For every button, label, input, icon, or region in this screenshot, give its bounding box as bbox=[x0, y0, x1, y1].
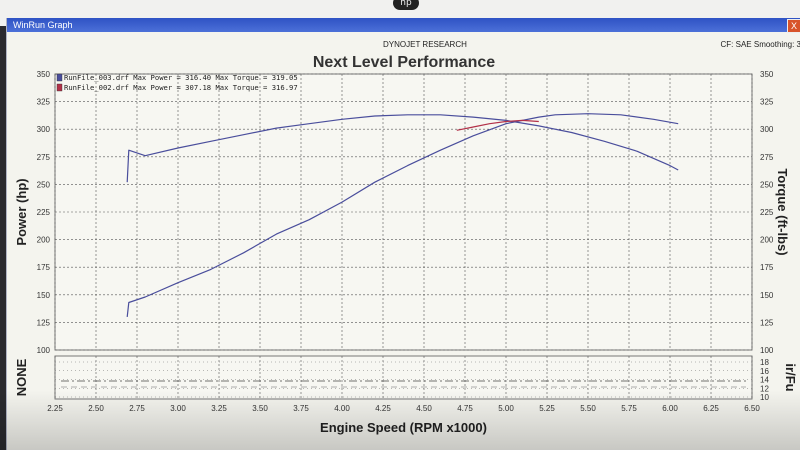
x-tick-label: 4.75 bbox=[457, 404, 473, 413]
x-tick-label: 2.75 bbox=[129, 404, 145, 413]
lower-right-label: ir/Fu bbox=[783, 363, 798, 391]
lower-y-tick-label: 12 bbox=[760, 384, 769, 393]
window-title: WinRun Graph bbox=[13, 20, 73, 30]
x-tick-label: 5.75 bbox=[621, 404, 637, 413]
y2-tick-label: 300 bbox=[760, 125, 774, 134]
lower-y-tick-label: 18 bbox=[760, 358, 769, 367]
y-tick-label: 300 bbox=[37, 125, 51, 134]
x-tick-label: 3.25 bbox=[211, 404, 227, 413]
y2-tick-label: 250 bbox=[760, 180, 774, 189]
x-tick-label: 5.50 bbox=[580, 404, 596, 413]
y-tick-label: 325 bbox=[37, 98, 51, 107]
y2-tick-label: 200 bbox=[760, 236, 774, 245]
x-tick-label: 5.25 bbox=[539, 404, 555, 413]
settings-label: CF: SAE Smoothing: 3 bbox=[720, 40, 800, 49]
y2-tick-label: 175 bbox=[760, 263, 774, 272]
hp-logo: hp bbox=[393, 0, 419, 10]
y2-tick-label: 325 bbox=[760, 98, 774, 107]
lower-y-tick-label: 16 bbox=[760, 367, 769, 376]
lower-y-tick-label: 10 bbox=[760, 393, 769, 402]
y-axis-label: Power (hp) bbox=[14, 178, 29, 245]
x-tick-label: 2.50 bbox=[88, 404, 104, 413]
legend-swatch bbox=[56, 73, 63, 82]
brand-label: DYNOJET RESEARCH bbox=[383, 40, 467, 49]
x-tick-label: 5.00 bbox=[498, 404, 514, 413]
y-tick-label: 150 bbox=[37, 291, 51, 300]
chart-title: Next Level Performance bbox=[312, 54, 496, 71]
series-line-1 bbox=[126, 114, 679, 183]
x-tick-label: 4.25 bbox=[375, 404, 391, 413]
y-tick-label: 175 bbox=[37, 263, 51, 272]
lower-plot-area bbox=[54, 355, 753, 400]
x-tick-label: 2.25 bbox=[47, 404, 63, 413]
legend-swatch bbox=[56, 83, 63, 92]
x-tick-label: 3.50 bbox=[252, 404, 268, 413]
y2-tick-label: 275 bbox=[760, 153, 774, 162]
legend: RunFile_003.drf Max Power = 316.40 Max T… bbox=[56, 73, 298, 92]
y-tick-label: 100 bbox=[37, 346, 51, 355]
legend-entry: RunFile_003.drf Max Power = 316.40 Max T… bbox=[64, 73, 298, 82]
lower-left-label: NONE bbox=[14, 358, 29, 396]
series-line-2 bbox=[456, 119, 539, 131]
y2-tick-label: 350 bbox=[760, 70, 774, 79]
x-tick-label: 4.00 bbox=[334, 404, 350, 413]
close-button[interactable]: X bbox=[787, 19, 800, 33]
legend-entry: RunFile_002.drf Max Power = 307.18 Max T… bbox=[64, 83, 298, 92]
y2-tick-label: 100 bbox=[760, 346, 774, 355]
y-tick-label: 275 bbox=[37, 153, 51, 162]
y2-tick-label: 125 bbox=[760, 318, 774, 327]
x-tick-label: 6.00 bbox=[662, 404, 678, 413]
y2-tick-label: 150 bbox=[760, 291, 774, 300]
x-axis-label: Engine Speed (RPM x1000) bbox=[320, 420, 487, 435]
x-tick-label: 6.25 bbox=[703, 404, 719, 413]
x-tick-label: 6.50 bbox=[744, 404, 760, 413]
y2-axis-label: Torque (ft-lbs) bbox=[775, 168, 790, 255]
y-tick-label: 350 bbox=[37, 70, 51, 79]
x-tick-label: 4.50 bbox=[416, 404, 432, 413]
y-tick-label: 250 bbox=[37, 180, 51, 189]
y-tick-label: 200 bbox=[37, 236, 51, 245]
title-bar: WinRun Graph X bbox=[7, 18, 800, 33]
y-tick-label: 225 bbox=[37, 208, 51, 217]
y-tick-label: 125 bbox=[37, 318, 51, 327]
series-line-0 bbox=[126, 113, 679, 317]
y2-tick-label: 225 bbox=[760, 208, 774, 217]
x-tick-label: 3.75 bbox=[293, 404, 309, 413]
lower-y-tick-label: 14 bbox=[760, 376, 769, 385]
x-tick-label: 3.00 bbox=[170, 404, 186, 413]
